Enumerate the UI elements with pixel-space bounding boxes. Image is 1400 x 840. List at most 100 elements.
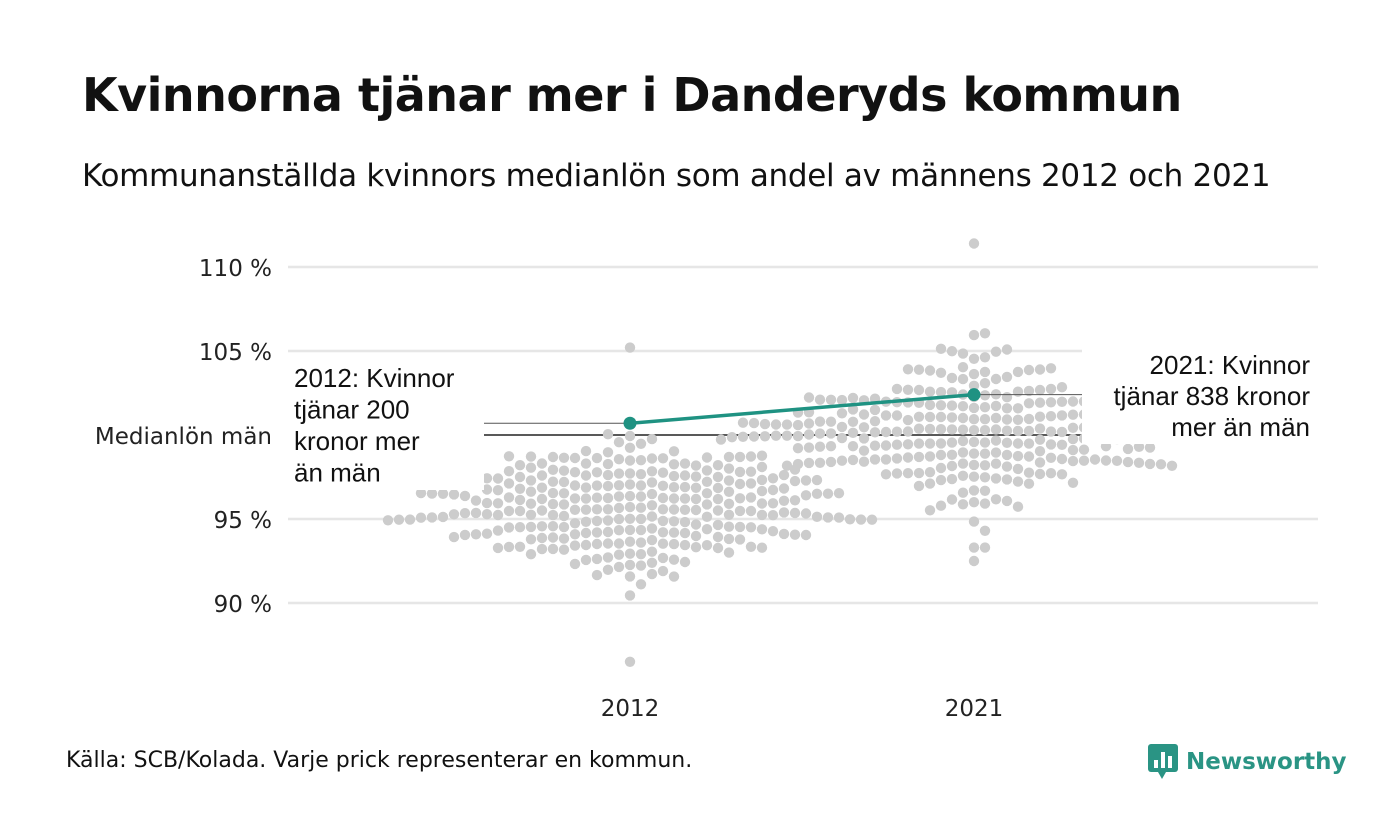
municipality-dot (825, 428, 837, 439)
municipality-dot (514, 460, 526, 471)
municipality-dot (869, 404, 881, 416)
y-axis-labels: 110 % 105 % 95 % 90 % Medianlön män (95, 256, 272, 618)
municipality-dot (624, 590, 636, 601)
municipality-dot (635, 560, 647, 571)
municipality-dot (1001, 414, 1013, 425)
municipality-dot (990, 346, 1002, 357)
municipality-dot (789, 529, 801, 540)
municipality-dot (393, 514, 405, 525)
municipality-dot (657, 552, 669, 564)
municipality-dot (979, 402, 991, 413)
municipality-dot (924, 438, 936, 449)
municipality-dot (891, 439, 903, 450)
municipality-dot (913, 480, 925, 492)
municipality-dot (536, 470, 548, 481)
municipality-dot (814, 394, 826, 405)
municipality-dot (547, 509, 559, 521)
municipality-dot (946, 460, 958, 472)
municipality-dot (712, 519, 724, 531)
municipality-dot (1034, 364, 1046, 375)
municipality-dot (1045, 363, 1057, 374)
municipality-dot (957, 424, 969, 435)
municipality-dot (635, 537, 647, 548)
municipality-dot (1067, 477, 1079, 488)
municipality-dot (668, 459, 680, 470)
municipality-dot (756, 450, 768, 461)
municipality-dot (525, 534, 537, 545)
municipality-dot (1001, 461, 1013, 472)
municipality-dot (1144, 442, 1156, 453)
municipality-dot (646, 557, 658, 568)
municipality-dot (723, 498, 735, 509)
municipality-dot (635, 502, 647, 513)
municipality-dot (646, 568, 658, 580)
municipality-dot (1012, 476, 1024, 487)
municipality-dot (1056, 382, 1068, 393)
municipality-dot (833, 488, 845, 499)
municipality-dot (635, 491, 647, 502)
municipality-dot (525, 549, 537, 560)
municipality-dot (613, 525, 625, 536)
municipality-dot (792, 430, 804, 442)
municipality-dot (1078, 444, 1090, 455)
municipality-dot (569, 529, 581, 540)
municipality-dot (968, 459, 980, 471)
municipality-dot (657, 480, 669, 491)
municipality-dots (382, 238, 1233, 667)
municipality-dot (635, 480, 647, 491)
municipality-dot (558, 510, 570, 522)
municipality-dot (591, 538, 603, 550)
municipality-dot (690, 530, 702, 542)
municipality-dot (792, 419, 804, 431)
municipality-dot (712, 542, 724, 554)
municipality-dot (1023, 425, 1035, 437)
municipality-dot (833, 512, 845, 523)
municipality-dot (1012, 425, 1024, 437)
municipality-dot (957, 458, 969, 469)
municipality-dot (613, 491, 625, 502)
municipality-dot (547, 498, 559, 510)
municipality-dot (858, 456, 870, 467)
municipality-dot (591, 492, 603, 503)
municipality-dot (745, 478, 757, 489)
municipality-dot (770, 419, 782, 430)
municipality-dot (869, 440, 881, 451)
municipality-dot (602, 564, 614, 575)
municipality-dot (935, 449, 947, 461)
municipality-dot (778, 483, 790, 494)
municipality-dot (924, 505, 936, 516)
municipality-dot (679, 481, 691, 493)
municipality-dot (547, 476, 559, 487)
municipality-dot (979, 437, 991, 448)
municipality-dot (990, 447, 1002, 458)
municipality-dot (778, 507, 790, 518)
municipality-dot (1012, 501, 1024, 512)
municipality-dot (481, 497, 493, 509)
municipality-dot (789, 475, 801, 487)
municipality-dot (880, 410, 892, 421)
municipality-dot (536, 458, 548, 469)
municipality-dot (624, 442, 636, 453)
municipality-dot (624, 513, 636, 524)
municipality-dot (968, 414, 980, 425)
municipality-dot (679, 539, 691, 551)
municipality-dot (891, 383, 903, 395)
municipality-dot (536, 482, 548, 493)
municipality-dot (811, 488, 823, 499)
municipality-dot (635, 579, 647, 590)
municipality-dot (723, 509, 735, 520)
municipality-dot (1001, 449, 1013, 461)
municipality-dot (756, 542, 768, 553)
municipality-dot (968, 555, 980, 567)
municipality-dot (701, 511, 713, 522)
municipality-dot (591, 553, 603, 565)
municipality-dot (624, 548, 636, 559)
municipality-dot (547, 464, 559, 475)
municipality-dot (558, 499, 570, 510)
municipality-dot (767, 526, 779, 537)
municipality-dot (404, 514, 416, 525)
annotation-box-2021 (1082, 344, 1318, 444)
municipality-dot (624, 536, 636, 547)
municipality-dot (781, 460, 793, 471)
municipality-dot (624, 430, 636, 442)
